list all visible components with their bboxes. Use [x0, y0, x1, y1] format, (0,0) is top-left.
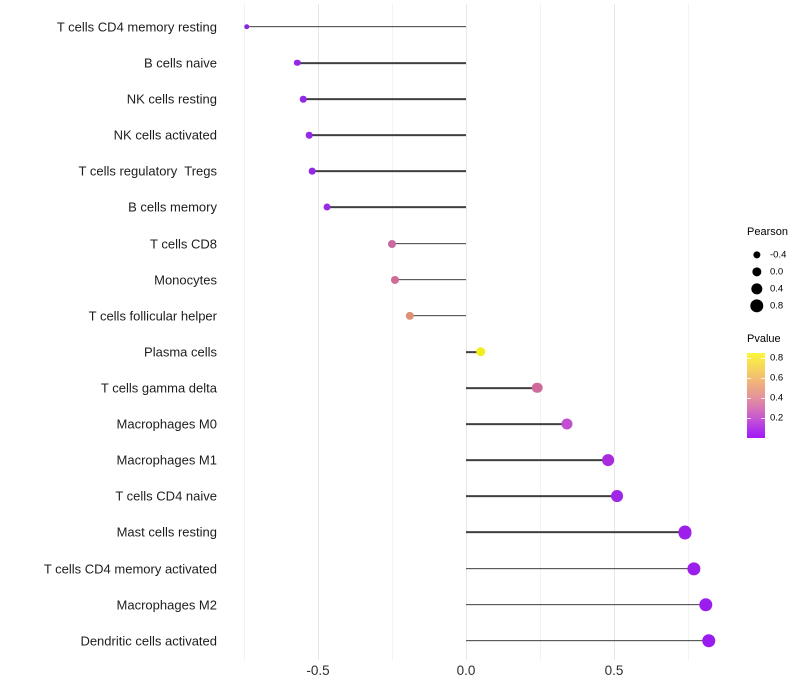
pvalue-tick-label: 0.2	[770, 412, 784, 424]
lollipop-stem	[394, 278, 466, 281]
gridline-major	[614, 4, 615, 660]
pvalue-tick-label: 0.4	[770, 392, 784, 404]
lollipop-dot	[476, 347, 486, 357]
lollipop-dot	[387, 239, 397, 248]
lollipop-dot	[611, 490, 623, 503]
cell-type-label: Monocytes	[154, 272, 217, 288]
lollipop-stem	[297, 62, 466, 64]
gridline-major	[318, 4, 319, 660]
cell-type-label: T cells CD4 naive	[115, 488, 217, 504]
lollipop-stem	[466, 567, 694, 570]
pvalue-tick-label: 0.8	[770, 352, 784, 364]
lollipop-stem	[466, 423, 567, 425]
pvalue-colorbar-tick	[761, 398, 765, 399]
lollipop-dot	[678, 525, 692, 539]
gridline-major	[466, 4, 467, 660]
lollipop-dot	[305, 131, 313, 139]
pvalue-colorbar-tick	[747, 378, 751, 379]
cell-type-label: T cells CD8	[150, 236, 217, 251]
pearson-legend-title: Pearson	[747, 226, 788, 238]
cell-type-label: Macrophages M0	[116, 416, 217, 432]
x-tick-label: 0.0	[456, 663, 476, 678]
lollipop-dot	[531, 382, 543, 394]
lollipop-stem	[392, 242, 466, 245]
cell-type-label: NK cells resting	[126, 91, 217, 107]
lollipop-dot	[699, 597, 713, 612]
cell-type-label: B cells memory	[128, 199, 217, 215]
pvalue-colorbar-tick	[761, 358, 765, 359]
pvalue-colorbar-tick	[747, 418, 751, 419]
pearson-legend-label: 0.0	[770, 265, 784, 277]
gridline-minor	[540, 4, 541, 660]
pearson-legend-label: -0.4	[770, 248, 787, 260]
cell-type-label: T cells CD4 memory resting	[56, 19, 217, 35]
x-tick-label: -0.5	[306, 663, 330, 678]
lollipop-dot	[323, 203, 331, 211]
lollipop-stem	[312, 170, 466, 173]
cell-type-label: T cells follicular helper	[88, 308, 217, 324]
lollipop-stem	[309, 134, 466, 136]
pvalue-colorbar	[747, 353, 765, 438]
lollipop-stem	[466, 351, 481, 353]
pvalue-tick-label: 0.6	[770, 372, 784, 384]
lollipop-dot	[701, 634, 716, 648]
pearson-legend-label: 0.4	[770, 282, 784, 294]
cell-type-label: Mast cells resting	[116, 524, 217, 540]
gridline-minor	[244, 4, 245, 660]
pearson-legend-dot	[752, 266, 762, 277]
pvalue-colorbar-tick	[761, 378, 765, 379]
lollipop-stem	[466, 603, 706, 606]
lollipop-dot	[405, 311, 414, 320]
lollipop-stem	[466, 387, 538, 389]
pearson-legend-dot	[751, 282, 763, 295]
cell-type-label: B cells naive	[144, 55, 217, 71]
lollipop-stem	[409, 314, 466, 317]
lollipop-dot	[390, 275, 399, 284]
cell-type-label: Macrophages M1	[116, 452, 217, 468]
cell-type-label: T cells CD4 memory activated	[43, 561, 217, 577]
lollipop-dot	[308, 167, 316, 175]
cell-type-label: NK cells activated	[113, 127, 217, 143]
pvalue-legend-title: Pvalue	[747, 333, 781, 345]
pvalue-colorbar-tick	[747, 398, 751, 399]
lollipop-dot	[602, 454, 614, 467]
pvalue-colorbar-tick	[761, 418, 765, 419]
x-tick-label: 0.5	[604, 663, 624, 678]
cell-type-label: Macrophages M2	[116, 597, 217, 613]
lollipop-stem	[466, 531, 686, 534]
cell-type-label: Dendritic cells activated	[80, 633, 217, 649]
lollipop-dot	[687, 561, 701, 576]
lollipop-stem	[303, 98, 466, 100]
gridline-minor	[688, 4, 689, 660]
pearson-legend-label: 0.8	[770, 299, 784, 311]
cell-type-label: T cells regulatory Tregs	[78, 163, 217, 179]
lollipop-stem	[326, 206, 466, 209]
lollipop-stem	[466, 459, 609, 462]
lollipop-dot	[299, 95, 307, 103]
lollipop-stem	[466, 639, 709, 642]
gridline-minor	[392, 4, 393, 660]
pearson-legend-dot	[753, 250, 761, 259]
lollipop-stem	[466, 495, 617, 498]
cell-type-label: T cells gamma delta	[100, 380, 217, 396]
pearson-legend-dot	[750, 298, 764, 313]
pvalue-colorbar-tick	[747, 358, 751, 359]
lollipop-dot	[294, 59, 301, 67]
cell-type-label: Plasma cells	[144, 344, 217, 360]
lollipop-dot	[561, 418, 573, 430]
lollipop-dot	[244, 24, 250, 30]
lollipop-stem	[246, 25, 466, 28]
